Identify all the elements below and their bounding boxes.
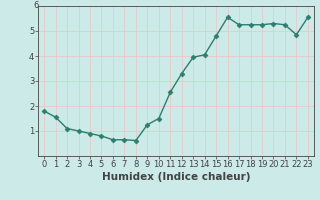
X-axis label: Humidex (Indice chaleur): Humidex (Indice chaleur): [102, 172, 250, 182]
Text: 6: 6: [33, 1, 38, 10]
